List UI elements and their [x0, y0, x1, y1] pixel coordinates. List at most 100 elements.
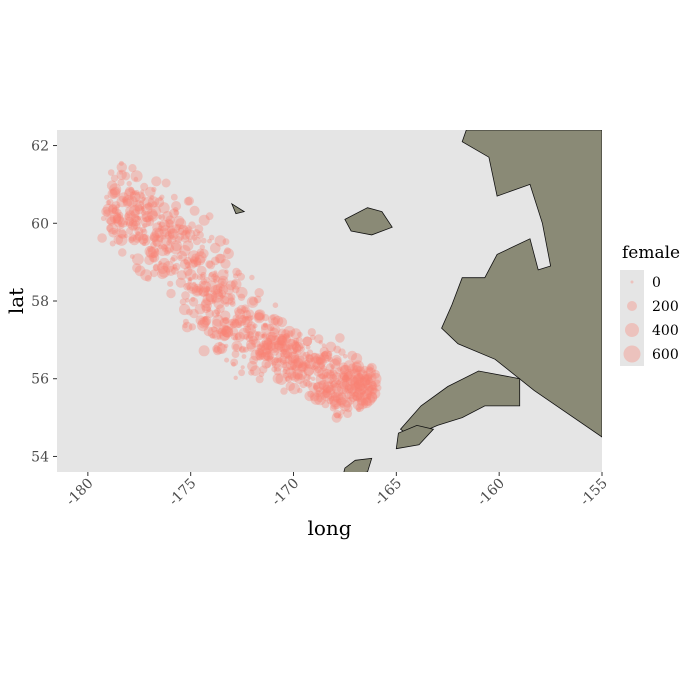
data-point: [167, 228, 178, 239]
data-point: [314, 366, 322, 374]
data-point: [174, 236, 183, 244]
data-point: [134, 265, 146, 277]
data-point: [342, 354, 348, 359]
data-point: [347, 383, 358, 395]
data-point: [153, 263, 161, 271]
data-point: [230, 332, 239, 341]
data-point: [150, 234, 159, 243]
data-point: [321, 374, 329, 382]
data-point: [154, 248, 159, 253]
data-point: [232, 285, 240, 294]
data-point: [260, 323, 269, 331]
data-point: [206, 260, 216, 270]
data-point: [188, 323, 196, 331]
data-point: [149, 231, 160, 241]
data-point: [276, 357, 283, 364]
data-point: [217, 275, 229, 287]
data-point: [198, 317, 210, 329]
data-point: [179, 298, 187, 306]
data-point: [355, 395, 363, 403]
data-point: [319, 373, 326, 380]
data-point: [299, 380, 308, 389]
data-point: [358, 377, 363, 382]
data-point: [266, 323, 274, 332]
data-point: [189, 308, 199, 319]
data-point: [282, 368, 288, 375]
data-point: [329, 373, 338, 382]
data-point: [287, 330, 294, 337]
data-point: [305, 344, 311, 350]
data-point: [337, 372, 349, 383]
data-point: [140, 189, 145, 194]
data-point: [304, 357, 316, 370]
data-point: [331, 382, 342, 394]
data-point: [225, 280, 236, 291]
data-point: [370, 380, 377, 387]
data-point: [171, 224, 181, 234]
data-point: [335, 393, 348, 405]
data-point: [122, 198, 132, 208]
data-point: [319, 351, 332, 363]
data-point: [282, 335, 291, 344]
data-point: [229, 300, 236, 307]
data-point: [260, 333, 266, 339]
data-point: [300, 362, 308, 369]
data-point: [158, 244, 164, 250]
data-point: [321, 351, 328, 358]
data-point: [161, 243, 168, 251]
data-point: [246, 315, 253, 322]
data-point: [200, 278, 208, 285]
data-point: [231, 280, 238, 287]
data-point: [255, 331, 261, 337]
data-point: [187, 250, 200, 263]
data-point: [273, 363, 282, 372]
data-point: [359, 392, 365, 398]
data-point: [346, 374, 358, 386]
data-point: [161, 178, 171, 188]
data-point: [343, 374, 349, 380]
data-point: [105, 199, 111, 206]
data-point: [271, 366, 278, 373]
data-point: [197, 319, 209, 332]
data-point: [109, 188, 120, 199]
data-point: [183, 256, 192, 266]
data-point: [165, 244, 175, 253]
data-point: [141, 196, 146, 201]
data-point: [161, 228, 169, 235]
data-point: [282, 333, 290, 341]
data-point: [317, 380, 326, 390]
data-point: [285, 354, 291, 360]
data-point: [337, 366, 343, 372]
data-point: [342, 397, 353, 408]
data-point: [259, 365, 268, 374]
data-point: [191, 253, 200, 262]
data-point: [289, 351, 297, 359]
data-point: [245, 324, 257, 335]
data-point: [213, 346, 222, 356]
data-point: [317, 367, 329, 380]
data-point: [212, 345, 221, 353]
data-point: [237, 272, 246, 281]
data-point: [127, 220, 139, 231]
y-tick-label: 54: [31, 449, 49, 465]
y-tick-label: 56: [31, 372, 49, 388]
data-point: [330, 391, 338, 399]
data-point: [183, 266, 193, 276]
data-point: [262, 347, 271, 356]
data-point: [363, 393, 376, 406]
data-point: [274, 333, 286, 346]
data-point: [147, 215, 154, 222]
data-point: [109, 211, 122, 224]
data-point: [106, 224, 114, 232]
data-point: [139, 226, 147, 233]
data-point: [216, 312, 221, 317]
data-point: [316, 394, 324, 403]
data-point: [158, 257, 170, 269]
data-point: [201, 298, 212, 308]
data-point: [220, 326, 232, 337]
data-point: [299, 342, 305, 349]
data-point: [116, 227, 121, 232]
data-point: [202, 316, 209, 322]
data-point: [247, 360, 258, 372]
data-point: [291, 341, 300, 350]
